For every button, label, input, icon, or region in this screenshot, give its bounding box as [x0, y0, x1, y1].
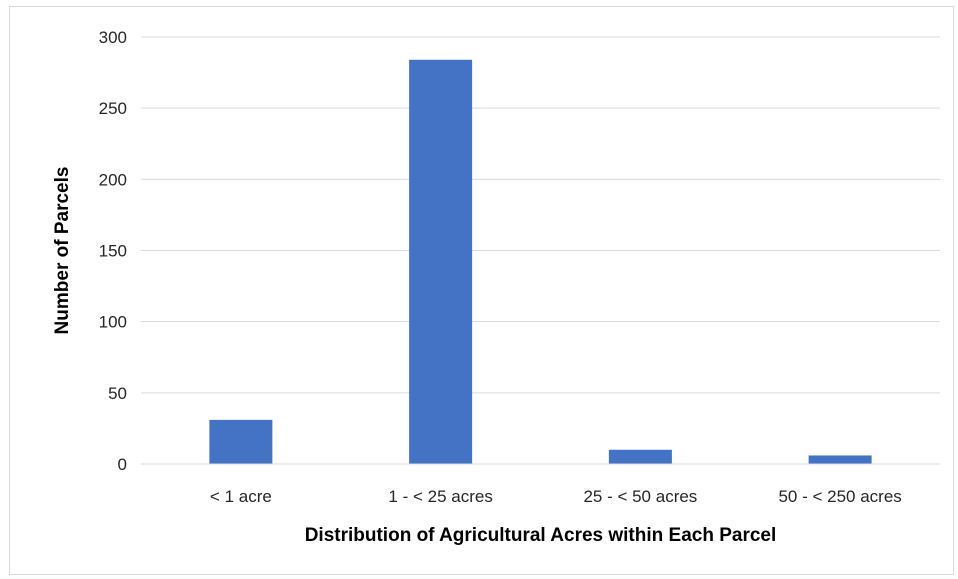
chart-frame — [9, 6, 954, 575]
y-axis-ticks: 0 50 100 150 200 250 300 — [99, 28, 127, 474]
bars — [209, 59, 872, 464]
bar — [209, 419, 273, 464]
x-tick-label: 25 - < 50 acres — [583, 487, 697, 506]
y-tick-label: 100 — [99, 313, 127, 332]
y-tick-label: 150 — [99, 242, 127, 261]
y-tick-label: 0 — [118, 455, 127, 474]
y-tick-label: 250 — [99, 99, 127, 118]
y-tick-label: 200 — [99, 170, 127, 189]
y-axis-title: Number of Parcels — [52, 167, 73, 335]
x-axis-title: Distribution of Agricultural Acres withi… — [305, 525, 777, 546]
x-tick-label: < 1 acre — [210, 487, 272, 506]
y-tick-label: 50 — [108, 384, 127, 403]
x-tick-label: 50 - < 250 acres — [778, 487, 901, 506]
x-axis-ticks: < 1 acre 1 - < 25 acres 25 - < 50 acres 50 … — [210, 487, 902, 506]
y-tick-label: 300 — [99, 28, 127, 47]
gridlines — [141, 36, 940, 394]
x-tick-label: 1 - < 25 acres — [388, 487, 492, 506]
bar — [409, 59, 473, 464]
bar — [608, 449, 672, 464]
bar — [808, 455, 872, 464]
